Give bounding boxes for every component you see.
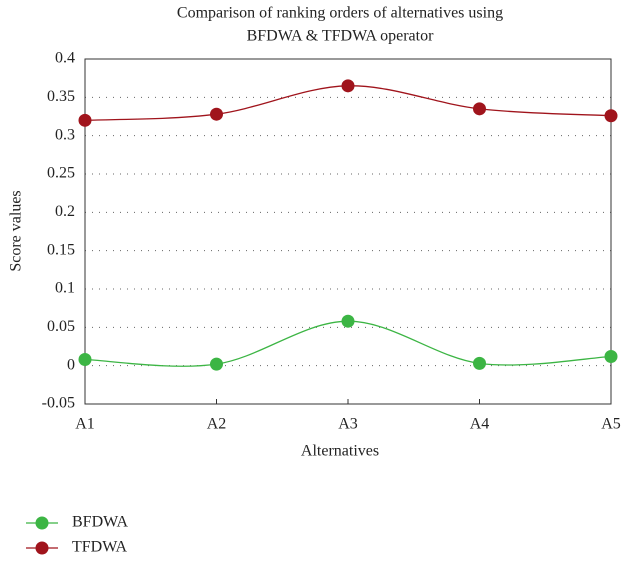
point [78,113,92,127]
chart-title: Comparison of ranking orders of alternat… [177,5,503,22]
y-tick-label: 0.15 [47,241,75,258]
point [473,102,486,116]
y-tick-label: -0.05 [42,395,75,412]
point [604,349,618,363]
point [210,107,223,121]
legend-label: BFDWA [72,514,128,531]
legend-label: TFDWA [72,539,128,556]
y-tick-label: 0.35 [47,88,75,105]
point [78,353,92,367]
y-tick-label: 0 [67,356,75,373]
point [210,357,223,371]
point [341,79,355,93]
series-line [84,320,612,367]
y-tick-label: 0.05 [47,318,75,335]
chart-title: BFDWA & TFDWA operator [247,28,434,45]
x-tick-label: A1 [75,416,95,433]
point [473,356,486,370]
x-axis-label: Alternatives [301,443,379,460]
x-tick-label: A2 [207,416,227,433]
point [604,109,618,123]
y-tick-label: 0.4 [55,50,75,67]
x-tick-label: A4 [470,416,490,433]
x-tick-label: A3 [338,416,358,433]
x-tick-label: A5 [601,416,621,433]
y-tick-label: 0.3 [55,126,75,143]
point [341,314,355,328]
y-axis-label: Score values [8,190,25,271]
plot-frame [84,58,612,405]
legend-marker [35,516,49,530]
y-tick-label: 0.2 [55,203,75,220]
y-tick-label: 0.25 [47,165,75,182]
legend-marker [35,541,49,555]
y-tick-label: 0.1 [55,280,75,297]
